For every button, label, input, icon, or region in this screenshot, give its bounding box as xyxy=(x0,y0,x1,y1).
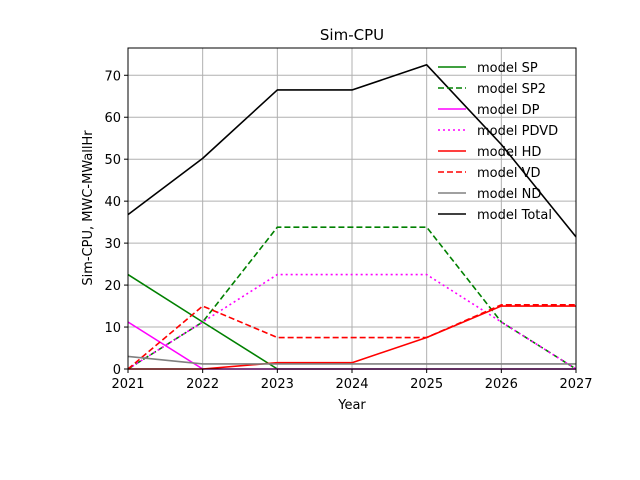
x-tick-label: 2026 xyxy=(485,377,518,392)
series-line-model-total xyxy=(127,63,577,238)
series-line-model-vd xyxy=(127,303,576,370)
x-tick-label: 2025 xyxy=(410,377,443,392)
legend-label: model PDVD xyxy=(477,124,558,139)
y-axis-label: Sim-CPU, MWC-MWallHr xyxy=(81,130,96,286)
x-axis-label: Year xyxy=(337,398,366,413)
legend-label: model Total xyxy=(477,208,552,223)
legend-label: model DP xyxy=(477,103,540,118)
x-tick-label: 2027 xyxy=(559,377,592,392)
y-tick-label: 60 xyxy=(104,111,121,126)
x-tick-label: 2021 xyxy=(111,377,144,392)
legend-label: model SP2 xyxy=(477,82,546,97)
y-tick-label: 10 xyxy=(104,321,121,336)
legend-label: model SP xyxy=(477,61,538,76)
series-line-model-sp2 xyxy=(127,226,577,370)
legend-label: model VD xyxy=(477,166,541,181)
series-line-model-pdvd xyxy=(127,273,577,370)
y-tick-label: 70 xyxy=(104,69,121,84)
y-tick-label: 40 xyxy=(104,195,121,210)
chart-title: Sim-CPU xyxy=(320,26,384,44)
y-tick-label: 50 xyxy=(104,153,121,168)
grid xyxy=(127,48,577,370)
y-tick-label: 20 xyxy=(104,279,121,294)
x-tick-label: 2022 xyxy=(186,377,219,392)
x-tick-label: 2023 xyxy=(261,377,294,392)
y-tick-label: 0 xyxy=(113,363,121,378)
x-tick-label: 2024 xyxy=(335,377,368,392)
axis-ticks: 2021 2022 2023 2024 2025 2026 2027 0 10 20 30 40 50 6… xyxy=(104,69,592,392)
legend: model SP model SP2 model DP model PDVD model… xyxy=(438,61,558,223)
legend-label: model ND xyxy=(477,187,541,202)
legend-label: model HD xyxy=(477,145,541,160)
series-line-model-nd xyxy=(127,355,576,365)
y-tick-label: 30 xyxy=(104,237,121,252)
